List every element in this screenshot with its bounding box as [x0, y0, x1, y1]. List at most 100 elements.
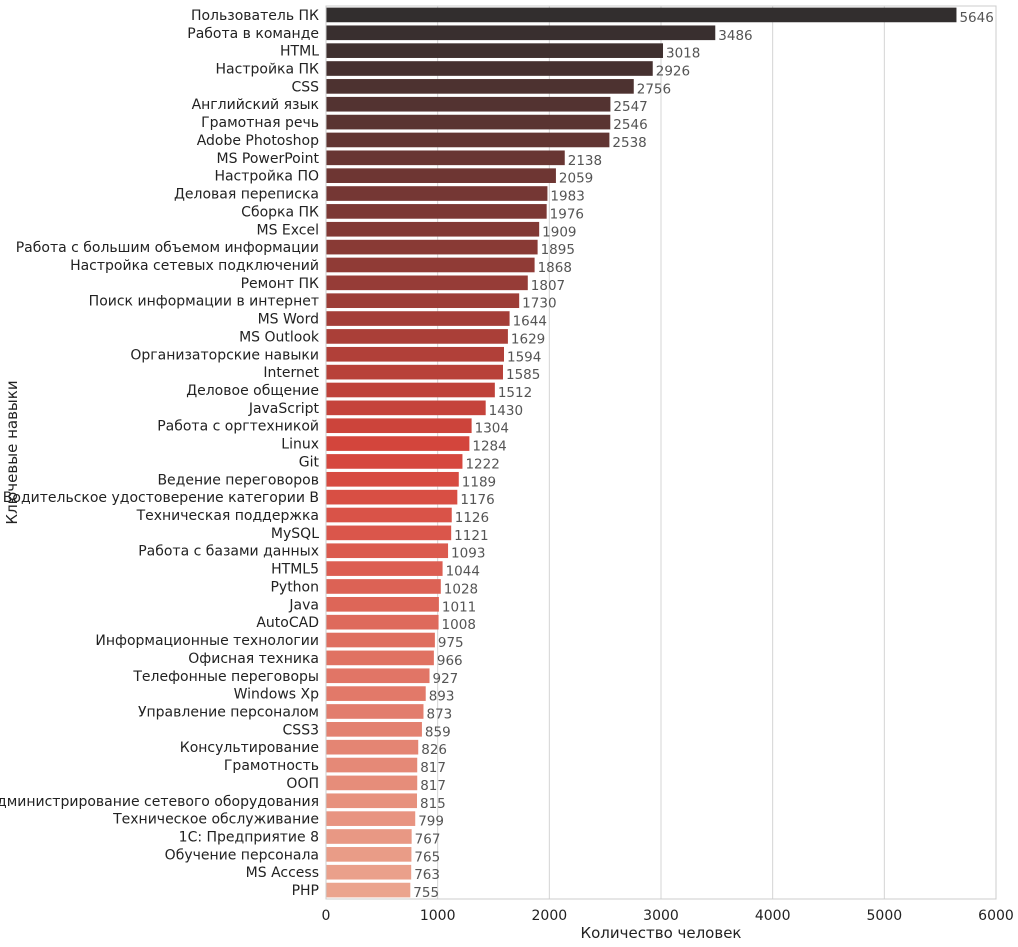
value-label: 1176 — [460, 492, 494, 508]
value-label: 755 — [413, 885, 439, 901]
bar — [326, 722, 422, 737]
bar — [326, 489, 458, 505]
bar — [326, 25, 716, 41]
category-label: Телефонные переговоры — [132, 669, 319, 685]
bar — [326, 882, 411, 898]
value-label: 763 — [414, 867, 440, 883]
category-label: CSS3 — [283, 722, 319, 738]
value-label: 975 — [438, 635, 464, 651]
value-label: 859 — [425, 724, 451, 740]
value-label: 1594 — [507, 349, 541, 365]
x-tick-label: 0 — [322, 908, 331, 924]
value-label: 826 — [421, 742, 447, 758]
bar — [326, 704, 424, 719]
category-label: Обучение персонала — [165, 847, 319, 863]
category-label: Сборка ПК — [241, 204, 319, 220]
bar — [326, 418, 472, 434]
bar — [326, 132, 610, 148]
x-tick-label: 1000 — [420, 908, 456, 924]
value-label: 3018 — [666, 46, 700, 62]
bar — [326, 400, 486, 416]
bar — [326, 221, 540, 237]
category-label: Работа в команде — [187, 26, 319, 42]
category-label: Техническое обслуживание — [112, 812, 319, 828]
category-label: Работа с базами данных — [138, 544, 319, 560]
value-label: 1126 — [455, 510, 489, 526]
value-label: 1807 — [531, 278, 565, 294]
value-label: 3486 — [718, 28, 752, 44]
category-label: Управление персоналом — [138, 704, 319, 720]
value-label: 817 — [420, 778, 446, 794]
category-label: HTML — [280, 44, 319, 60]
bar — [326, 614, 439, 630]
category-label: Настройка ПО — [214, 169, 319, 185]
bar — [326, 204, 547, 219]
category-label: Linux — [281, 437, 319, 453]
bar — [326, 596, 439, 612]
value-label: 1189 — [462, 474, 496, 490]
bar — [326, 525, 452, 541]
value-label: 1284 — [472, 439, 506, 455]
value-label: 1983 — [550, 189, 584, 205]
value-label: 1008 — [442, 617, 476, 633]
bar — [326, 275, 528, 291]
value-label: 1430 — [489, 403, 523, 419]
value-label: 815 — [420, 796, 446, 812]
category-label: Настройка сетевых подключений — [70, 258, 319, 274]
bar — [326, 793, 418, 809]
category-label: Водительское удостоверение категории B — [3, 490, 319, 506]
value-label: 1121 — [454, 528, 488, 544]
bar — [326, 114, 611, 130]
bar — [326, 168, 556, 183]
x-tick-label: 2000 — [532, 908, 568, 924]
value-label: 893 — [429, 689, 455, 705]
value-label: 1909 — [542, 224, 576, 240]
category-label: Git — [299, 454, 320, 470]
x-axis-title: Количество человек — [580, 924, 741, 942]
bar — [326, 775, 418, 791]
value-label: 1093 — [451, 546, 485, 562]
x-tick-label: 4000 — [755, 908, 791, 924]
category-label: MS Word — [258, 312, 319, 328]
bar — [326, 257, 535, 273]
value-label: 966 — [437, 653, 463, 669]
bar — [326, 454, 463, 469]
category-label: MS Excel — [256, 222, 319, 238]
bar — [326, 346, 504, 362]
value-label: 2538 — [612, 135, 646, 151]
value-label: 2926 — [656, 64, 690, 80]
value-label: 799 — [418, 814, 444, 830]
value-label: 1044 — [446, 564, 480, 580]
bar — [326, 543, 449, 559]
category-label: MS Access — [246, 865, 319, 881]
category-label: Администрирование сетевого оборудования — [0, 794, 319, 810]
category-label: Работа с оргтехникой — [157, 419, 319, 435]
bar — [326, 364, 503, 380]
bar — [326, 7, 957, 23]
category-label: Грамотность — [224, 758, 319, 774]
value-label: 2546 — [613, 117, 647, 133]
bar — [326, 382, 495, 398]
bar — [326, 293, 520, 309]
plot-frame — [325, 5, 997, 900]
category-label: ООП — [286, 776, 319, 792]
category-label: Adobe Photoshop — [197, 133, 319, 149]
category-label: Организаторские навыки — [130, 347, 319, 363]
bar — [326, 96, 611, 112]
value-label: 927 — [433, 671, 459, 687]
value-label: 1585 — [506, 367, 540, 383]
category-labels: Пользователь ПК Работа в команде HTML Настр… — [0, 8, 320, 899]
bar — [326, 311, 510, 326]
value-label: 1028 — [444, 581, 478, 597]
category-label: Грамотная речь — [201, 115, 319, 131]
x-tick-label: 6000 — [978, 908, 1014, 924]
category-label: JavaScript — [248, 401, 320, 417]
y-axis-title: Ключевые навыки — [3, 380, 21, 524]
value-label: 765 — [414, 849, 440, 865]
bar — [326, 329, 508, 344]
category-label: CSS — [291, 79, 319, 95]
value-label: 873 — [426, 706, 452, 722]
bar — [326, 686, 426, 701]
value-label: 5646 — [959, 10, 993, 26]
